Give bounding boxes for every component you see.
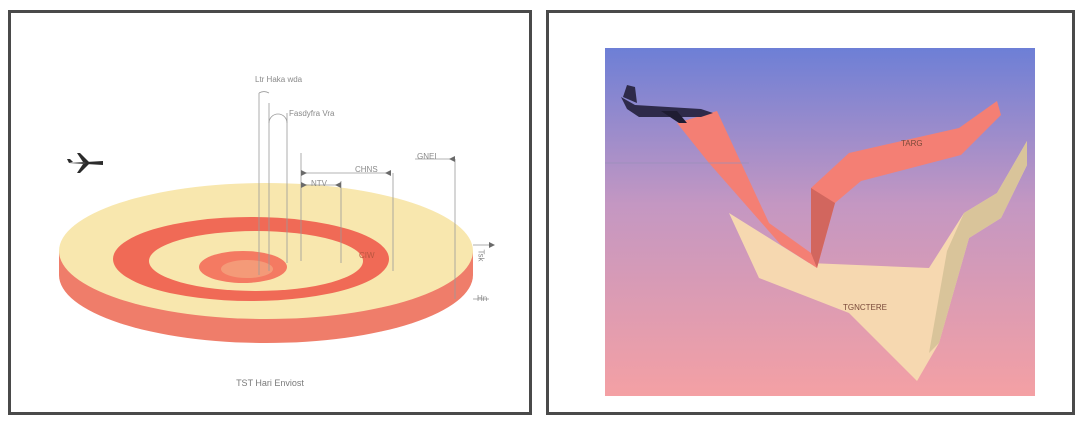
upper-band-label: TARG xyxy=(901,139,923,148)
upper-band xyxy=(677,101,1001,268)
descent-path-diagram xyxy=(605,48,1035,396)
ring-center xyxy=(221,260,273,278)
left-panel: Ltr Haka wda Fasdyfra Vra GNEI CHNS NTV … xyxy=(8,10,532,415)
dimension-label-inner: NTV xyxy=(311,179,327,188)
airplane-icon xyxy=(67,153,103,173)
altitude-rings-diagram xyxy=(59,91,495,343)
dimension-label-outer: GNEI xyxy=(417,152,437,161)
right-panel: TARG TGNCTERE xyxy=(546,10,1075,415)
right-bottom-label: Hn xyxy=(477,294,488,303)
lower-band-label: TGNCTERE xyxy=(843,303,887,312)
guide-lines xyxy=(258,91,489,300)
lower-band-side xyxy=(929,141,1027,353)
second-label: Fasdyfra Vra xyxy=(289,109,335,118)
upper-band-side xyxy=(811,188,835,268)
top-label: Ltr Haka wda xyxy=(255,75,303,84)
dimension-arrowheads xyxy=(301,156,495,248)
ring-label: CIW xyxy=(359,251,375,260)
dimension-label-mid: CHNS xyxy=(355,165,378,174)
right-top-label: Tsk xyxy=(476,249,486,262)
airplane-icon xyxy=(621,85,713,123)
lower-band xyxy=(729,141,1027,381)
diagram-caption: TST Hari Enviost xyxy=(236,378,304,388)
